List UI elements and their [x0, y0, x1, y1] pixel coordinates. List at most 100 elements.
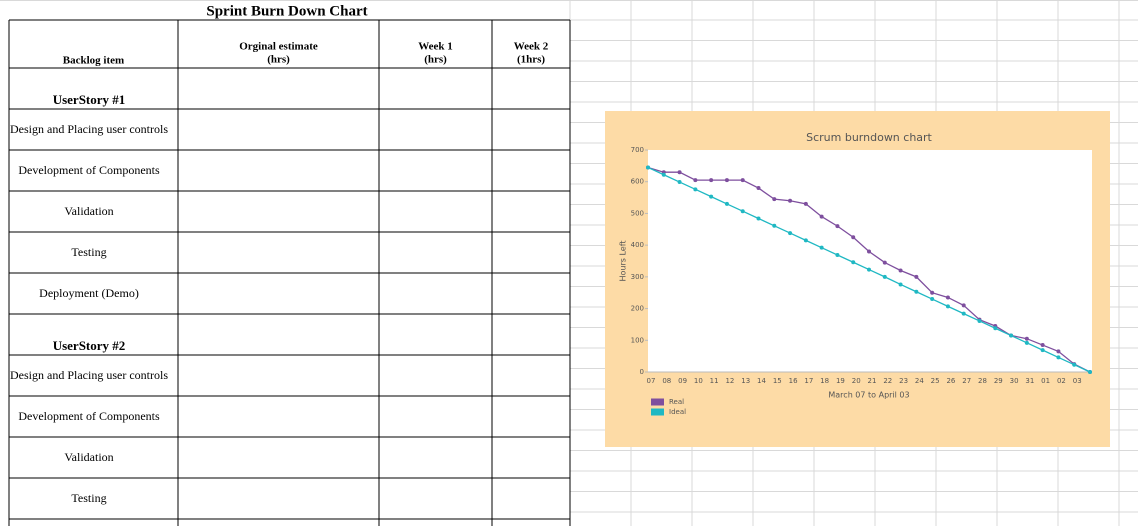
x-tick-label: 14: [757, 377, 766, 385]
data-point: [993, 326, 998, 331]
data-point: [803, 201, 808, 206]
data-point: [1040, 343, 1045, 348]
data-point: [1088, 370, 1092, 374]
data-point: [756, 216, 761, 221]
data-point: [709, 178, 714, 183]
header-cell: (hrs): [267, 54, 290, 66]
data-point: [977, 318, 982, 323]
x-tick-label: 31: [1025, 377, 1034, 385]
x-tick-label: 12: [725, 377, 734, 385]
backlog-item: Validation: [64, 204, 113, 218]
table: Sprint Burn Down Chart Backlog item Orgina…: [8, 3, 571, 526]
data-point: [914, 289, 919, 294]
y-tick-label: 100: [631, 336, 644, 344]
x-tick-label: 27: [962, 377, 971, 385]
data-point: [740, 178, 745, 183]
data-point: [646, 165, 650, 170]
x-tick-label: 23: [899, 377, 908, 385]
x-tick-label: 25: [931, 377, 940, 385]
x-tick-label: 19: [836, 377, 845, 385]
data-point: [819, 245, 824, 250]
data-point: [898, 282, 903, 287]
backlog-item: Deployment (Demo): [39, 286, 139, 300]
x-tick-label: 29: [994, 377, 1003, 385]
data-point: [693, 178, 698, 183]
data-point: [930, 297, 935, 302]
x-tick-label: 30: [1010, 377, 1019, 385]
section-title: UserStory #1: [53, 92, 126, 107]
data-point: [740, 209, 745, 214]
x-tick-label: 03: [1073, 377, 1082, 385]
backlog-item: Design and Placing user controls: [10, 122, 168, 136]
x-tick-label: 13: [741, 377, 750, 385]
data-point: [1056, 355, 1061, 360]
x-tick-label: 24: [915, 377, 924, 385]
data-point: [1024, 340, 1029, 345]
data-point: [803, 238, 808, 243]
header-cell: Backlog item: [63, 55, 124, 67]
y-tick-label: 400: [631, 241, 644, 249]
data-point: [677, 180, 682, 185]
header-cell: (1hrs): [517, 54, 545, 66]
y-tick-label: 0: [640, 368, 644, 376]
data-point: [1024, 336, 1029, 341]
x-tick-label: 21: [868, 377, 877, 385]
plot-area: [648, 150, 1092, 372]
data-point: [1072, 362, 1077, 367]
x-tick-label: 17: [804, 377, 813, 385]
x-tick-label: 02: [1057, 377, 1066, 385]
y-tick-label: 700: [631, 146, 644, 154]
legend-swatch: [651, 398, 664, 406]
data-point: [1040, 348, 1045, 353]
data-point: [788, 231, 793, 236]
data-point: [945, 295, 950, 300]
x-tick-label: 18: [820, 377, 829, 385]
data-point: [1009, 333, 1014, 338]
x-tick-label: 01: [1041, 377, 1050, 385]
backlog-item: Development of Components: [18, 409, 160, 423]
x-tick-label: 11: [710, 377, 719, 385]
data-point: [693, 187, 698, 192]
data-point: [930, 290, 935, 295]
data-point: [898, 268, 903, 273]
data-point: [882, 260, 887, 265]
data-point: [677, 170, 682, 175]
x-tick-label: 26: [946, 377, 955, 385]
x-tick-label: 22: [883, 377, 892, 385]
x-tick-label: 28: [978, 377, 987, 385]
section-title: UserStory #2: [53, 338, 126, 353]
x-tick-label: 15: [773, 377, 782, 385]
chart-title: Scrum burndown chart: [806, 131, 932, 144]
sheet-title: Sprint Burn Down Chart: [206, 3, 367, 19]
data-point: [772, 223, 777, 228]
chart: Scrum burndown chart Hours Left March 07 t…: [619, 131, 1092, 416]
data-point: [961, 311, 966, 316]
header-cell: (hrs): [424, 54, 447, 66]
data-point: [788, 198, 793, 203]
data-point: [709, 194, 714, 199]
data-point: [914, 274, 919, 279]
y-axis-label: Hours Left: [619, 240, 628, 281]
y-tick-label: 200: [631, 305, 644, 313]
backlog-item: Development of Components: [18, 163, 160, 177]
x-tick-label: 16: [789, 377, 798, 385]
data-point: [945, 304, 950, 309]
backlog-item: Validation: [64, 450, 113, 464]
header-cell: Week 2: [514, 41, 549, 53]
header-cell: Orginal estimate: [239, 41, 318, 53]
data-point: [756, 186, 761, 191]
backlog-item: Design and Placing user controls: [10, 368, 168, 382]
data-point: [661, 172, 666, 177]
data-point: [724, 178, 729, 183]
legend-label: Ideal: [669, 408, 686, 416]
data-point: [772, 197, 777, 202]
x-tick-label: 09: [678, 377, 687, 385]
y-tick-label: 500: [631, 209, 644, 217]
data-point: [961, 303, 966, 308]
data-point: [882, 274, 887, 279]
data-point: [851, 235, 856, 240]
y-tick-label: 300: [631, 273, 644, 281]
backlog-item: Testing: [71, 245, 106, 259]
legend-swatch: [651, 408, 664, 416]
